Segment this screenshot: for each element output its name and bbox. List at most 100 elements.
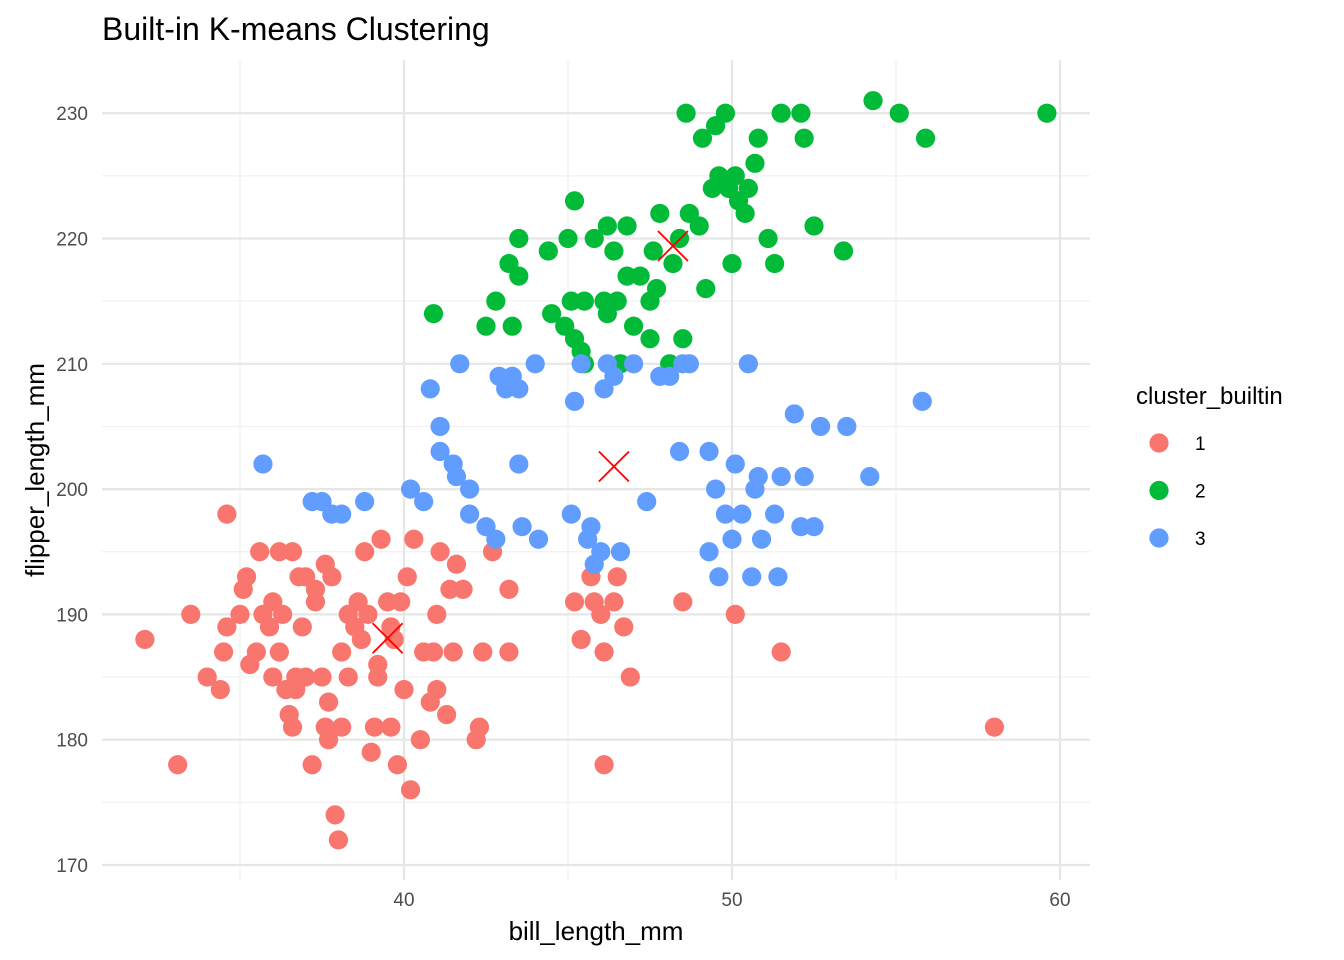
scatter-point-cluster-2 xyxy=(486,291,506,311)
scatter-point-cluster-2 xyxy=(538,241,558,261)
scatter-point-cluster-1 xyxy=(499,642,519,662)
scatter-point-cluster-2 xyxy=(640,329,660,349)
scatter-point-cluster-2 xyxy=(791,103,811,123)
scatter-point-cluster-2 xyxy=(584,228,604,249)
scatter-point-cluster-3 xyxy=(400,479,421,499)
scatter-point-cluster-1 xyxy=(384,629,404,650)
scatter-point-cluster-2 xyxy=(738,178,759,198)
scatter-point-cluster-3 xyxy=(715,504,736,524)
scatter-point-cluster-1 xyxy=(410,730,430,750)
scatter-point-cluster-1 xyxy=(443,642,463,662)
scatter-point-cluster-3 xyxy=(610,542,631,562)
y-tick-label: 190 xyxy=(56,605,88,626)
legend-label: 2 xyxy=(1195,482,1206,503)
scatter-point-cluster-3 xyxy=(509,454,529,474)
scatter-point-cluster-1 xyxy=(591,604,611,625)
scatter-point-cluster-2 xyxy=(745,153,765,173)
scatter-point-cluster-3 xyxy=(768,567,788,587)
scatter-point-cluster-3 xyxy=(581,517,601,537)
scatter-point-cluster-3 xyxy=(430,441,450,462)
y-tick-label: 170 xyxy=(56,856,88,877)
scatter-point-cluster-1 xyxy=(305,592,326,612)
scatter-point-cluster-1 xyxy=(437,705,457,725)
scatter-point-cluster-1 xyxy=(473,642,493,662)
scatter-point-cluster-1 xyxy=(269,642,289,662)
scatter-point-cluster-2 xyxy=(643,241,663,261)
scatter-point-cluster-1 xyxy=(594,755,614,775)
scatter-point-cluster-3 xyxy=(669,441,690,462)
scatter-point-cluster-3 xyxy=(446,466,467,487)
scatter-point-cluster-2 xyxy=(564,191,585,211)
x-axis-ticks: 40 50 60 xyxy=(393,890,1070,911)
scatter-point-cluster-1 xyxy=(564,592,585,612)
scatter-point-cluster-2 xyxy=(624,316,644,336)
scatter-point-cluster-1 xyxy=(607,567,627,587)
scatter-point-cluster-2 xyxy=(604,241,624,261)
scatter-point-cluster-1 xyxy=(312,667,332,687)
scatter-point-cluster-1 xyxy=(282,717,303,737)
scatter-point-cluster-1 xyxy=(391,592,411,612)
scatter-point-cluster-3 xyxy=(624,354,644,374)
y-tick-label: 200 xyxy=(56,480,88,501)
centroid-marker xyxy=(598,450,630,483)
centroid-marker xyxy=(657,230,689,262)
scatter-point-cluster-1 xyxy=(273,604,293,625)
scatter-point-cluster-2 xyxy=(794,128,814,148)
scatter-point-cluster-2 xyxy=(597,216,617,236)
scatter-point-cluster-2 xyxy=(476,316,496,336)
scatter-point-cluster-1 xyxy=(571,629,591,650)
scatter-point-cluster-3 xyxy=(528,529,549,549)
scatter-point-cluster-2 xyxy=(715,103,736,123)
scatter-point-cluster-1 xyxy=(594,642,614,662)
scatter-point-cluster-3 xyxy=(751,529,772,549)
scatter-point-cluster-1 xyxy=(328,830,348,850)
scatter-point-cluster-2 xyxy=(771,103,791,123)
scatter-point-cluster-1 xyxy=(292,617,312,637)
scatter-point-cluster-3 xyxy=(738,354,759,374)
scatter-point-cluster-1 xyxy=(263,667,283,687)
legend-key xyxy=(1149,480,1169,501)
scatter-point-cluster-1 xyxy=(368,667,388,687)
scatter-point-cluster-1 xyxy=(217,617,237,637)
scatter-point-cluster-3 xyxy=(604,366,624,386)
scatter-point-cluster-3 xyxy=(748,466,768,487)
scatter-point-cluster-3 xyxy=(794,466,814,487)
scatter-point-cluster-3 xyxy=(253,454,273,474)
scatter-point-cluster-1 xyxy=(332,717,352,737)
scatter-point-cluster-1 xyxy=(430,542,450,562)
scatter-point-cluster-2 xyxy=(804,216,824,236)
scatter-point-cluster-1 xyxy=(361,742,381,762)
scatter-point-cluster-1 xyxy=(725,604,745,625)
scatter-point-cluster-3 xyxy=(660,366,680,386)
x-tick-label: 40 xyxy=(393,890,414,911)
scatter-point-cluster-3 xyxy=(791,517,811,537)
y-tick-label: 180 xyxy=(56,731,88,752)
scatter-point-cluster-2 xyxy=(915,128,936,148)
scatter-point-cluster-1 xyxy=(236,567,257,587)
scatter-point-cluster-2 xyxy=(735,203,755,224)
scatter-point-cluster-1 xyxy=(400,780,421,800)
scatter-point-cluster-2 xyxy=(725,166,745,186)
scatter-point-cluster-3 xyxy=(355,492,375,512)
scatter-point-cluster-3 xyxy=(771,466,791,487)
legend-item: 2 xyxy=(1149,480,1206,503)
scatter-point-cluster-2 xyxy=(630,266,650,286)
x-tick-label: 50 xyxy=(721,890,742,911)
scatter-point-cluster-2 xyxy=(676,103,696,123)
scatter-point-cluster-1 xyxy=(371,529,391,549)
scatter-point-cluster-1 xyxy=(318,692,339,712)
scatter-point-cluster-2 xyxy=(646,279,667,299)
scatter-point-cluster-1 xyxy=(499,579,519,599)
scatter-point-cluster-2 xyxy=(722,253,742,274)
scatter-point-cluster-3 xyxy=(414,492,434,512)
scatter-point-cluster-1 xyxy=(135,629,155,650)
scatter-point-cluster-3 xyxy=(784,404,804,424)
scatter-point-cluster-1 xyxy=(446,554,467,574)
scatter-point-cluster-3 xyxy=(699,542,719,562)
scatter-point-cluster-3 xyxy=(722,529,742,549)
scatter-point-cluster-2 xyxy=(617,266,637,286)
major-gridlines xyxy=(102,60,1090,880)
scatter-point-cluster-3 xyxy=(804,517,824,537)
scatter-point-cluster-2 xyxy=(696,279,716,299)
scatter-point-cluster-3 xyxy=(509,379,529,399)
